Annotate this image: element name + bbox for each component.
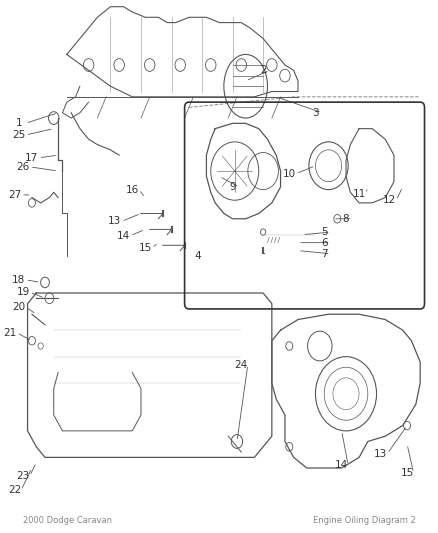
Text: 15: 15: [138, 243, 152, 253]
Text: 18: 18: [12, 274, 25, 285]
Text: 4: 4: [194, 251, 201, 261]
Text: 27: 27: [8, 190, 21, 200]
Text: 6: 6: [320, 238, 327, 248]
Text: 2: 2: [259, 66, 266, 75]
Text: 19: 19: [17, 287, 30, 297]
Text: 22: 22: [8, 485, 21, 495]
Text: 3: 3: [311, 108, 318, 118]
Text: 15: 15: [399, 469, 413, 478]
Text: 20: 20: [12, 302, 25, 312]
Text: 11: 11: [352, 189, 365, 199]
Text: 8: 8: [342, 214, 349, 224]
Text: 13: 13: [108, 216, 121, 227]
Text: 21: 21: [4, 328, 17, 338]
Text: 25: 25: [12, 130, 25, 140]
Text: 10: 10: [282, 169, 295, 179]
Text: 17: 17: [25, 153, 39, 163]
Text: 14: 14: [117, 231, 130, 241]
Text: 13: 13: [374, 449, 387, 459]
Text: 12: 12: [382, 195, 396, 205]
Text: 14: 14: [334, 461, 347, 470]
Text: 2000 Dodge Caravan: 2000 Dodge Caravan: [23, 516, 112, 525]
Text: 26: 26: [17, 162, 30, 172]
Text: 9: 9: [229, 182, 235, 192]
Text: 1: 1: [15, 118, 22, 128]
Text: Engine Oiling Diagram 2: Engine Oiling Diagram 2: [312, 516, 415, 525]
Text: 23: 23: [17, 471, 30, 481]
Text: 7: 7: [320, 249, 327, 259]
Text: 5: 5: [320, 227, 327, 237]
Text: 16: 16: [125, 184, 138, 195]
Text: 24: 24: [234, 360, 247, 369]
